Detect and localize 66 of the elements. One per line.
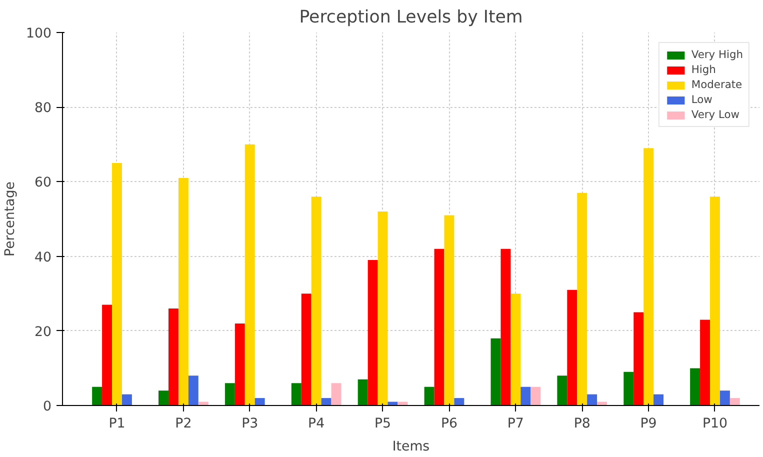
bar (520, 386, 531, 406)
bar (557, 376, 568, 406)
bar (122, 394, 132, 406)
bar (710, 196, 720, 406)
bar (500, 248, 511, 406)
x-tick-label: P2 (175, 416, 192, 432)
bar (510, 294, 521, 406)
x-tick-label: P10 (702, 416, 728, 432)
x-tick-label: P3 (242, 416, 258, 432)
bar (244, 144, 255, 406)
bar (720, 390, 730, 406)
bar (644, 148, 654, 406)
bar (291, 383, 302, 406)
bar (254, 398, 265, 406)
legend-label: High (691, 63, 716, 76)
bar (424, 386, 434, 406)
bar (112, 163, 122, 406)
bar (577, 192, 588, 406)
bar (224, 383, 235, 406)
legend-label: Very High (691, 48, 743, 61)
bar (634, 312, 644, 406)
bar (567, 290, 578, 406)
bar (178, 178, 188, 406)
y-tick-label: 0 (43, 400, 52, 414)
bar (234, 323, 245, 406)
x-tick-label: P6 (440, 416, 458, 432)
bar (92, 386, 102, 406)
bar (654, 394, 664, 406)
bar (311, 196, 322, 406)
bar (434, 248, 444, 406)
bar (490, 338, 501, 406)
bar (700, 320, 710, 406)
bar (102, 304, 112, 406)
bar (378, 212, 388, 406)
y-tick-label: 100 (26, 26, 52, 42)
bar (690, 368, 700, 406)
x-tick-label: P8 (574, 416, 590, 432)
chart-title: Perception Levels by Item (299, 8, 523, 28)
y-tick-label: 60 (34, 176, 52, 191)
bar (301, 294, 312, 406)
x-tick-label: P5 (374, 416, 392, 432)
x-tick-label: P1 (108, 416, 126, 432)
bar (587, 394, 598, 406)
x-tick-label: P9 (640, 416, 657, 432)
y-tick-label: 80 (34, 101, 52, 116)
bar (331, 383, 342, 406)
bar (358, 379, 368, 406)
bar (624, 372, 634, 406)
y-axis-title: Percentage (3, 182, 18, 256)
legend-label: Low (691, 93, 712, 106)
bar (321, 398, 332, 406)
bar (158, 390, 168, 406)
bar (188, 376, 198, 406)
y-tick-label: 20 (34, 324, 52, 340)
bar (530, 386, 541, 406)
bar (730, 398, 740, 406)
legend-label: Moderate (691, 78, 742, 91)
x-tick-label: P4 (308, 416, 325, 432)
x-tick-label: P7 (507, 416, 524, 432)
bar (168, 308, 178, 406)
bar (368, 260, 378, 406)
bar (454, 398, 464, 406)
legend-label: Very Low (691, 108, 740, 121)
y-tick-label: 40 (34, 250, 52, 266)
x-axis-title: Items (392, 440, 430, 454)
bar (444, 215, 454, 406)
